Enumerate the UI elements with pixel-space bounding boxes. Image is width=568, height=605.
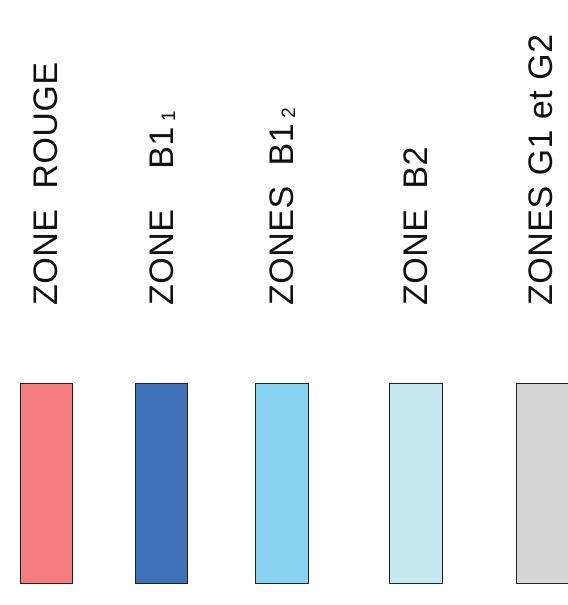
- legend-label-subscript: 1: [159, 110, 180, 122]
- legend-label: ZONES G1 et G2: [522, 33, 560, 305]
- legend-label: ZONES B12: [263, 106, 301, 305]
- legend-swatch: [20, 383, 73, 584]
- legend-label-subscript: 2: [279, 106, 300, 118]
- legend-label: ZONE B2: [397, 146, 435, 305]
- legend-item-zones-b1-2: ZONES B12: [254, 0, 310, 605]
- legend-label: ZONE ROUGE: [27, 61, 65, 305]
- legend-swatch: [389, 383, 443, 584]
- legend-item-zone-b1-1: ZONE B11: [134, 0, 190, 605]
- legend-item-zone-b2: ZONE B2: [388, 0, 444, 605]
- legend-swatch: [135, 383, 188, 584]
- legend-swatch: [516, 383, 568, 584]
- legend-item-zone-rouge: ZONE ROUGE: [18, 0, 74, 605]
- legend-label: ZONE B11: [143, 110, 181, 305]
- legend-item-zones-g1-g2: ZONES G1 et G2: [514, 0, 568, 605]
- legend-swatch: [255, 383, 309, 584]
